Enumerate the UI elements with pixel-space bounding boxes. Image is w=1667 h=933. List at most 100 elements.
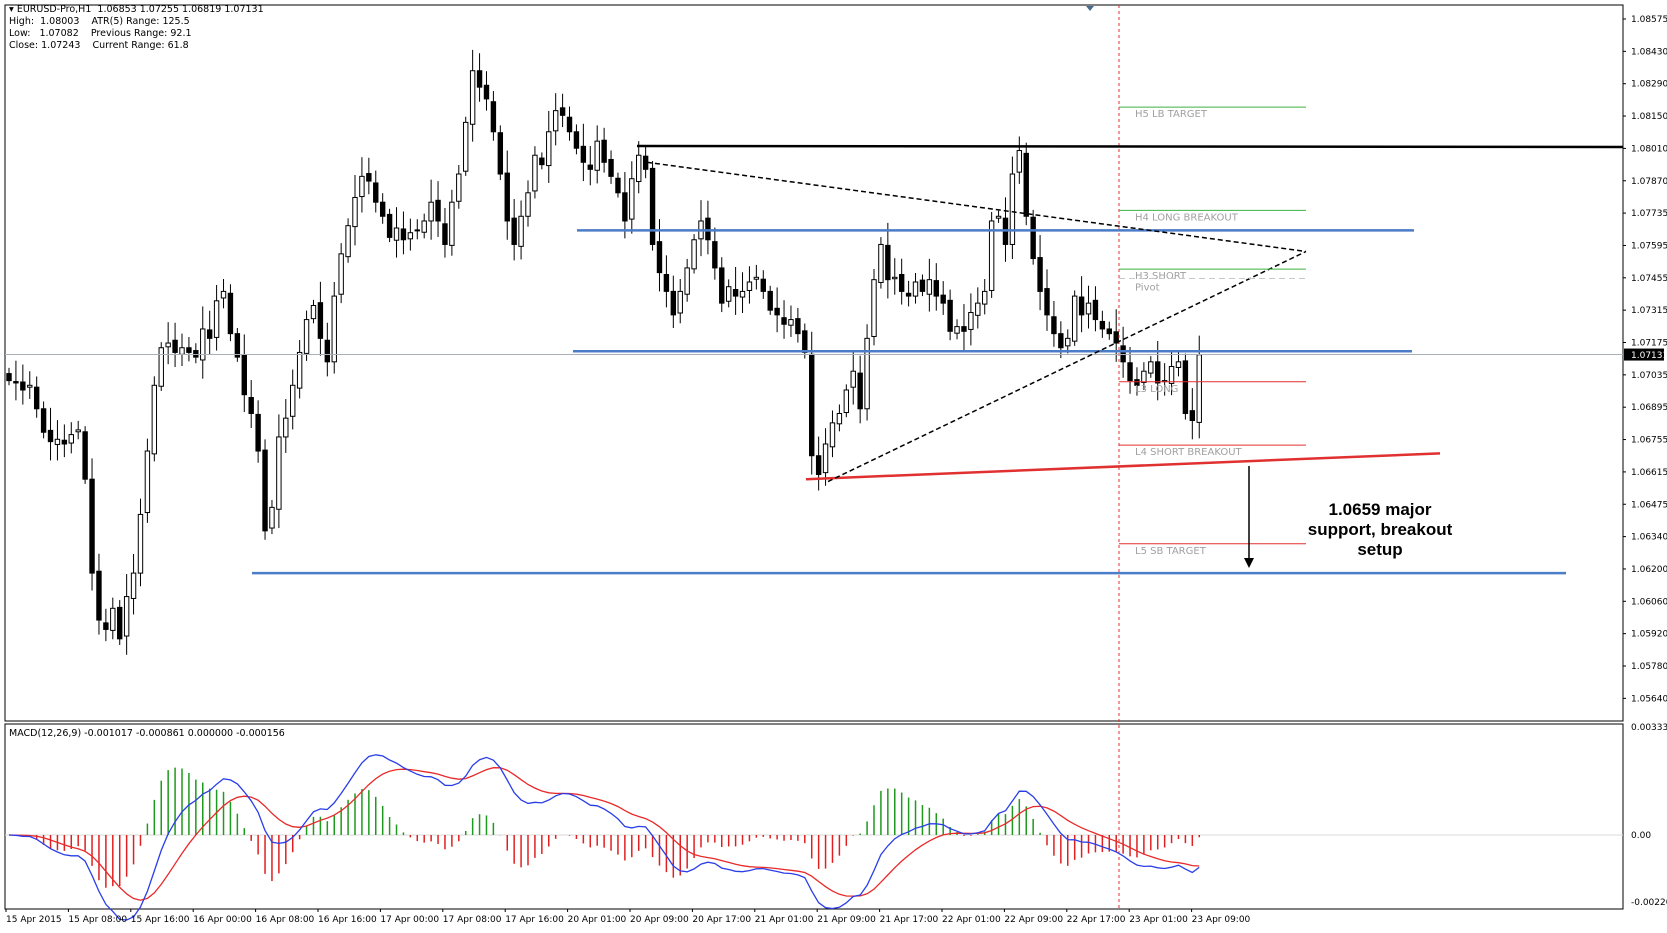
- candle-body: [414, 229, 420, 232]
- ohlc-header: 1.06853 1.07255 1.06819 1.07131: [97, 4, 264, 15]
- candle-body: [1030, 216, 1036, 260]
- low-value: 1.07082: [39, 28, 79, 39]
- level-label: Pivot: [1135, 282, 1160, 293]
- time-tick-label: 16 Apr 16:00: [318, 915, 377, 925]
- candle-body: [580, 145, 587, 163]
- candle-body: [636, 154, 642, 183]
- candle-body: [615, 177, 621, 194]
- candle-body: [262, 449, 268, 532]
- candle-body: [269, 506, 275, 529]
- indicator-plot-frame: [4, 723, 1624, 910]
- high-label: High:: [9, 16, 35, 27]
- price-tick-label: 1.06475: [1631, 500, 1667, 510]
- time-tick-label: 21 Apr 17:00: [880, 915, 939, 925]
- candle-body: [303, 319, 310, 354]
- candle-body: [1196, 354, 1202, 423]
- level-label: L3 LONG: [1135, 384, 1178, 395]
- candle-body: [1037, 257, 1043, 292]
- candle-body: [373, 182, 379, 203]
- high-value: 1.08003: [40, 16, 80, 27]
- candle-body: [760, 278, 766, 292]
- candle-body: [400, 228, 407, 241]
- candle-body: [1065, 337, 1071, 347]
- time-tick-label: 15 Apr 08:00: [68, 915, 127, 925]
- candle-body: [663, 273, 670, 292]
- time-tick-label: 15 Apr 16:00: [131, 915, 190, 925]
- candle-body: [213, 300, 220, 338]
- candle-body: [1023, 152, 1029, 217]
- candle-body: [172, 339, 178, 353]
- candle-body: [850, 370, 856, 388]
- candle-body: [393, 227, 400, 241]
- candle-body: [725, 286, 732, 302]
- price-tick-label: 1.08290: [1631, 80, 1667, 90]
- candle-body: [975, 302, 981, 316]
- time-tick-label: 22 Apr 01:00: [942, 915, 1001, 925]
- time-tick-label: 17 Apr 16:00: [505, 915, 564, 925]
- candle-body: [566, 116, 573, 133]
- candle-body: [608, 158, 614, 177]
- candle-body: [552, 110, 559, 132]
- candle-body: [40, 408, 47, 433]
- candle-body: [469, 70, 476, 125]
- candle-body: [1155, 361, 1161, 384]
- candle-body: [836, 412, 843, 425]
- candle-body: [296, 351, 303, 389]
- candle-body: [151, 384, 158, 455]
- candle-body: [331, 295, 337, 363]
- time-tick-label: 17 Apr 00:00: [380, 915, 439, 925]
- candle-body: [1113, 331, 1119, 344]
- candle-body: [89, 478, 95, 574]
- candle-body: [103, 622, 109, 630]
- candle-body: [815, 455, 822, 476]
- symbol-label: EURUSD-Pro,H1: [16, 4, 92, 15]
- candle-body: [1085, 302, 1092, 315]
- candle-body: [511, 217, 517, 245]
- candle-body: [6, 373, 12, 382]
- candle-body: [1175, 361, 1182, 368]
- candle-body: [656, 241, 663, 274]
- candle-body: [1092, 299, 1099, 321]
- candle-body: [1182, 360, 1189, 414]
- candle-body: [1134, 379, 1140, 386]
- candle-body: [1078, 296, 1085, 316]
- candle-body: [504, 172, 510, 222]
- macd-tick-label: 0.003337: [1631, 723, 1667, 733]
- candle-body: [573, 131, 580, 149]
- level-label: H3 SHORT: [1135, 271, 1187, 282]
- symbol-dropdown-icon[interactable]: ▾: [9, 4, 14, 15]
- main-plot-frame: [4, 4, 1624, 722]
- candle-body: [982, 290, 988, 305]
- candle-body: [795, 318, 801, 335]
- time-tick-label: 22 Apr 17:00: [1067, 915, 1126, 925]
- annotation-line-2: support, breakout: [1307, 520, 1453, 539]
- candle-body: [878, 243, 884, 283]
- candle-body: [463, 121, 469, 172]
- time-tick-label: 23 Apr 01:00: [1129, 915, 1188, 925]
- current-price-box: [1624, 348, 1664, 361]
- candle-body: [594, 140, 600, 171]
- candle-body: [33, 386, 40, 410]
- support-annotation: 1.0659 major support, breakout setup: [1270, 500, 1490, 560]
- level-label: L4 SHORT BREAKOUT: [1135, 447, 1243, 458]
- candle-body: [137, 513, 144, 574]
- candle-body: [117, 606, 123, 640]
- candle-body: [843, 389, 850, 414]
- candle-body: [310, 304, 317, 320]
- candle-body: [75, 429, 81, 433]
- candle-body: [926, 279, 933, 295]
- candle-body: [788, 319, 794, 326]
- annotation-line-3: setup: [1357, 540, 1403, 559]
- candle-body: [449, 201, 455, 246]
- time-tick-label: 17 Apr 08:00: [443, 915, 502, 925]
- candle-body: [1071, 295, 1078, 342]
- candle-body: [366, 173, 372, 182]
- candles-group: [6, 49, 1202, 655]
- candle-body: [1058, 333, 1064, 349]
- close-value: 1.07243: [41, 40, 81, 51]
- candle-body: [732, 289, 739, 297]
- candle-body: [767, 290, 773, 311]
- candle-body: [518, 215, 524, 247]
